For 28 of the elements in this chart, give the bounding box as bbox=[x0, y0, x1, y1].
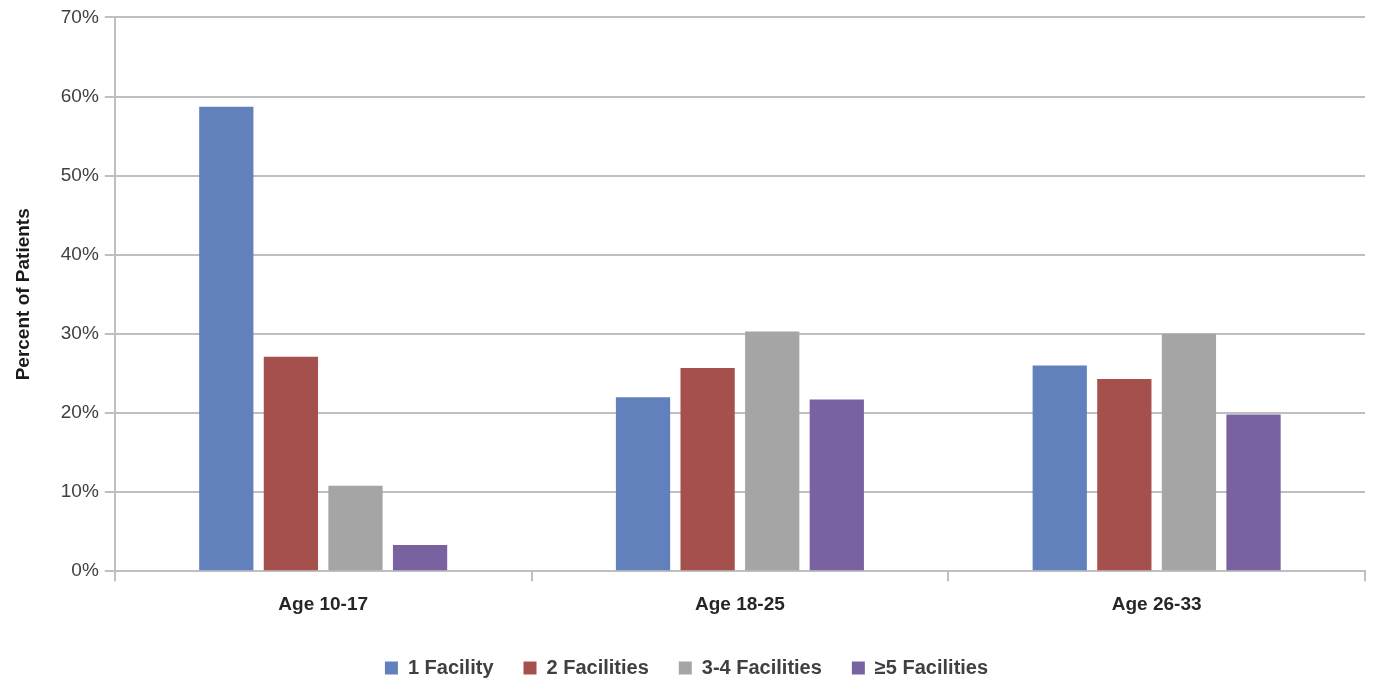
x-tick-label: Age 10-17 bbox=[278, 592, 369, 614]
bar bbox=[1097, 378, 1152, 571]
legend-label: ≥5 Facilities bbox=[874, 655, 989, 678]
x-tick-label: Age 26-33 bbox=[1111, 592, 1202, 614]
y-tick-label: 0% bbox=[71, 559, 99, 581]
bar bbox=[328, 485, 383, 571]
y-axis-title: Percent of Patients bbox=[11, 208, 33, 381]
bar bbox=[680, 367, 735, 571]
y-tick-label: 60% bbox=[60, 84, 99, 106]
y-tick-label: 40% bbox=[60, 242, 99, 264]
bar bbox=[745, 331, 800, 571]
x-tick-label: Age 18-25 bbox=[695, 592, 786, 614]
bar bbox=[1161, 333, 1217, 571]
legend-label: 1 Facility bbox=[407, 655, 495, 678]
bar bbox=[263, 356, 319, 571]
bar bbox=[1032, 365, 1087, 571]
legend-label: 2 Facilities bbox=[546, 655, 649, 678]
bar bbox=[392, 545, 448, 571]
bar bbox=[615, 397, 671, 571]
bar bbox=[809, 399, 864, 571]
y-tick-label: 30% bbox=[60, 322, 99, 344]
y-tick-label: 10% bbox=[60, 480, 99, 502]
y-tick-label: 50% bbox=[60, 163, 99, 185]
bar bbox=[1226, 414, 1281, 571]
y-tick-label: 20% bbox=[60, 401, 99, 423]
legend-label: 3-4 Facilities bbox=[701, 655, 822, 678]
bar bbox=[199, 106, 254, 571]
y-tick-label: 70% bbox=[60, 5, 99, 27]
